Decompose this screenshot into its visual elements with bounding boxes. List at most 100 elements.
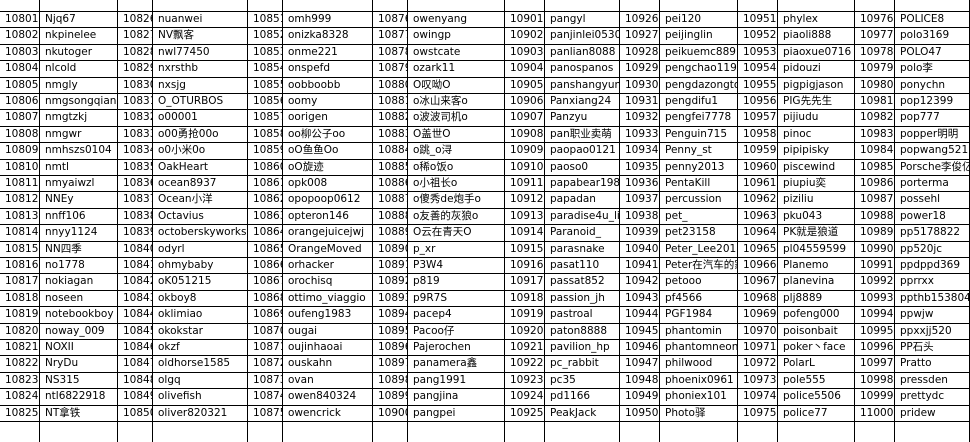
cell: Octavius	[153, 207, 248, 226]
cell: 10822	[0, 355, 40, 373]
cell: 10826	[118, 11, 153, 29]
cell: 10831	[118, 93, 153, 111]
cell: 10857	[248, 109, 283, 127]
cell: 10891	[373, 257, 408, 275]
cell: 10865	[248, 240, 283, 258]
empty-cell	[153, 0, 248, 12]
cell: 10928	[620, 43, 660, 62]
cell: 10951	[738, 11, 778, 29]
cell: 10855	[248, 76, 283, 94]
cell: 10811	[0, 175, 40, 193]
cell: PK就是狼道	[778, 224, 855, 242]
cell: 10888	[373, 207, 408, 226]
cell: pc35	[545, 371, 620, 390]
cell: Panzyu	[545, 109, 620, 127]
cell: 10903	[505, 43, 545, 62]
cell: ppthb153804	[895, 289, 970, 308]
cell: 10834	[118, 142, 153, 160]
cell: 10979	[855, 60, 895, 78]
cell: p819	[408, 273, 505, 291]
cell: 10807	[0, 109, 40, 127]
cell: 10955	[738, 76, 778, 94]
cell: 10942	[620, 273, 660, 291]
cell: 10844	[118, 306, 153, 324]
cell: 10996	[855, 339, 895, 357]
cell: 10838	[118, 207, 153, 226]
cell: poisonbait	[778, 322, 855, 340]
cell: 10902	[505, 27, 545, 45]
cell: pengdifu1	[660, 93, 738, 111]
cell: 10879	[373, 60, 408, 78]
cell: 10804	[0, 60, 40, 78]
cell: 10988	[855, 207, 895, 226]
cell: pinoc	[778, 125, 855, 144]
cell: 10830	[118, 76, 153, 94]
cell: 10812	[0, 191, 40, 209]
cell: 10993	[855, 289, 895, 308]
cell: olgq	[153, 371, 248, 390]
cell: Peter在汽车的家	[660, 257, 738, 275]
cell: 10901	[505, 11, 545, 29]
cell: orhacker	[283, 257, 373, 275]
cell: 10835	[118, 158, 153, 176]
cell: Photo驿	[660, 404, 738, 422]
cell: 10832	[118, 109, 153, 127]
cell: 10919	[505, 306, 545, 324]
cell: 10992	[855, 273, 895, 291]
empty-cell	[373, 0, 408, 12]
cell: onspefd	[283, 60, 373, 78]
cell: owenyang	[408, 11, 505, 29]
cell: 10860	[248, 158, 283, 176]
cell: 10940	[620, 240, 660, 258]
cell: pridew	[895, 404, 970, 422]
cell: 10814	[0, 224, 40, 242]
cell: 10882	[373, 109, 408, 127]
cell: 10946	[620, 339, 660, 357]
cell: 10908	[505, 125, 545, 144]
cell: 10912	[505, 191, 545, 209]
empty-cell	[545, 421, 620, 442]
cell: Pajerochen	[408, 339, 505, 357]
cell: 10913	[505, 207, 545, 226]
cell: 10868	[248, 289, 283, 308]
cell: passat852	[545, 273, 620, 291]
cell: noway_009	[40, 322, 118, 340]
cell: 10936	[620, 175, 660, 193]
cell: Ocean小洋	[153, 191, 248, 209]
cell: 10900	[373, 404, 408, 422]
cell: OrangeMoved	[283, 240, 373, 258]
cell: omh999	[283, 11, 373, 29]
cell: Peter_Lee2013	[660, 240, 738, 258]
cell: 10889	[373, 224, 408, 242]
cell: oliver820321	[153, 404, 248, 422]
empty-cell	[248, 421, 283, 442]
empty-cell	[620, 421, 660, 442]
cell: police77	[778, 404, 855, 422]
cell: 10896	[373, 339, 408, 357]
cell: olivefish	[153, 388, 248, 406]
cell: 10876	[373, 11, 408, 29]
empty-cell	[40, 421, 118, 442]
cell: 10933	[620, 125, 660, 144]
cell: pei120	[660, 11, 738, 29]
cell: 10972	[738, 355, 778, 373]
cell: 10894	[373, 306, 408, 324]
cell: 10918	[505, 289, 545, 308]
cell: pet23158	[660, 224, 738, 242]
cell: pacep4	[408, 306, 505, 324]
cell: o友善的灰狼o	[408, 207, 505, 226]
cell: 10803	[0, 43, 40, 62]
cell: pole555	[778, 371, 855, 390]
cell: oorigen	[283, 109, 373, 127]
cell: opk008	[283, 175, 373, 193]
cell: passion_jh	[545, 289, 620, 308]
cell: 10863	[248, 207, 283, 226]
cell: 10974	[738, 388, 778, 406]
cell: 10914	[505, 224, 545, 242]
cell: 10859	[248, 142, 283, 160]
cell: 10971	[738, 339, 778, 357]
cell: POLO47	[895, 43, 970, 62]
cell: 10890	[373, 240, 408, 258]
cell: paton8888	[545, 322, 620, 340]
cell: 10926	[620, 11, 660, 29]
